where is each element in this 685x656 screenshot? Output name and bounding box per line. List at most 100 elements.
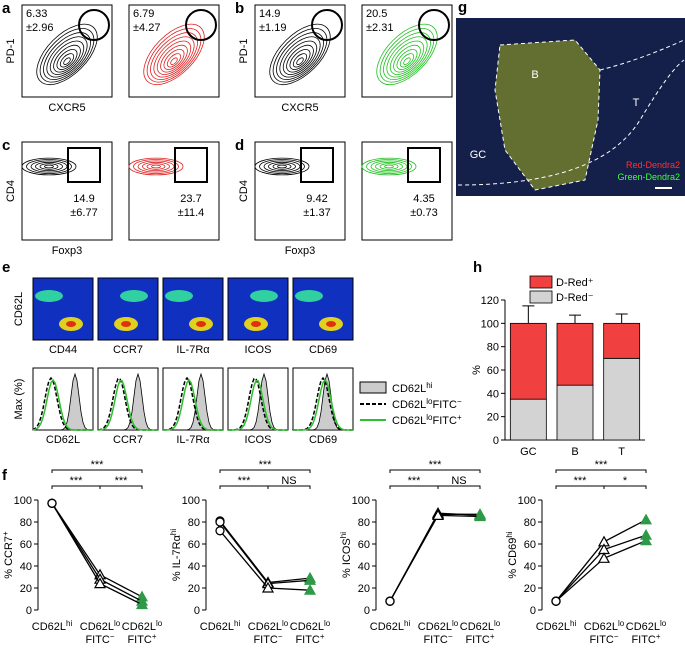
x-tick-label: T <box>618 446 625 458</box>
significance-label: *** <box>238 475 252 487</box>
contour <box>268 161 296 172</box>
y-tick-label: 0 <box>194 605 200 617</box>
text-part: % CCR7 <box>3 536 15 579</box>
density-blob <box>66 321 76 327</box>
contour <box>277 164 287 169</box>
y-tick-label: 40 <box>524 561 536 573</box>
density-plot <box>32 277 94 341</box>
region-label: T <box>633 97 640 109</box>
x-tick-label: FITC+ <box>295 632 324 646</box>
histogram <box>32 378 93 431</box>
text-part: + <box>457 413 462 422</box>
text-part: lo <box>114 619 121 628</box>
marker <box>47 498 57 508</box>
x-tick-label: FITC+ <box>127 632 156 646</box>
y-tick-label: 40 <box>188 561 200 573</box>
density-blob <box>120 290 148 302</box>
density-blob <box>295 290 323 302</box>
contour <box>49 40 85 75</box>
bracket <box>219 469 311 473</box>
contour <box>46 36 88 78</box>
gate-value: 20.5 <box>366 8 387 20</box>
region-label: GC <box>470 149 487 161</box>
text-part: hi <box>169 529 178 535</box>
error-bar <box>569 314 581 324</box>
y-tick-label: 80 <box>524 517 536 529</box>
text-part: lo <box>426 397 433 406</box>
contour <box>375 161 403 172</box>
text-part: % ICOS <box>341 538 353 578</box>
text-part: hi <box>426 381 432 390</box>
contour <box>272 28 328 83</box>
text-part: − <box>457 397 462 406</box>
text-part: − <box>448 632 453 641</box>
text-part: FITC <box>423 634 447 646</box>
density-blob <box>35 290 63 302</box>
text-part: FITC <box>85 634 109 646</box>
bar <box>556 322 594 386</box>
x-tick-label: CD62Llo <box>290 619 331 633</box>
marker <box>303 583 317 595</box>
text-part: lo <box>426 413 433 422</box>
marker <box>385 596 395 606</box>
y-tick-label: 60 <box>524 539 536 551</box>
bar <box>556 384 594 441</box>
legend-label: D-Red⁺ <box>556 277 594 289</box>
contour <box>53 44 81 73</box>
text-part: FITC <box>432 415 456 427</box>
y-axis-label: CD62L <box>13 292 25 326</box>
x-tick-label: CD62Llo <box>460 619 501 633</box>
histogram <box>293 378 354 431</box>
contour <box>59 53 75 68</box>
x-tick-label: FITC− <box>253 632 282 646</box>
contour <box>21 157 77 176</box>
gate-value: ±0.73 <box>410 207 437 219</box>
text-part: CD62L <box>290 621 324 633</box>
gate-value: ±6.77 <box>70 207 97 219</box>
text-part: % IL-7Rα <box>171 534 183 581</box>
y-tick-label: 120 <box>481 295 499 307</box>
contour <box>63 57 71 65</box>
contour <box>39 28 95 83</box>
x-axis-label: CD69 <box>309 344 337 356</box>
text-part: CD62L <box>370 621 404 633</box>
y-tick-label: 40 <box>487 388 499 400</box>
contour <box>361 157 417 176</box>
panel-letter: b <box>235 0 244 17</box>
histogram <box>292 376 354 431</box>
x-tick-label: FITC+ <box>631 632 660 646</box>
y-tick-label: 100 <box>14 495 32 507</box>
histogram <box>162 376 223 431</box>
contour <box>150 32 198 80</box>
y-axis-label: Max (%) <box>13 379 25 420</box>
text-part: lo <box>324 619 331 628</box>
histogram <box>162 378 223 431</box>
text-part: FITC <box>127 634 151 646</box>
gate-value: ±1.19 <box>259 22 286 34</box>
bracket <box>555 469 647 473</box>
text-part: + <box>656 632 661 641</box>
bracket <box>51 469 143 473</box>
significance-label: *** <box>259 459 273 471</box>
text-part: lo <box>282 619 289 628</box>
density-blob <box>250 290 278 302</box>
y-tick-label: 40 <box>20 561 32 573</box>
bar <box>509 322 547 400</box>
histogram <box>98 372 159 431</box>
x-axis-label: IL-7Rα <box>176 434 210 446</box>
histogram <box>227 379 288 431</box>
y-tick-label: 100 <box>182 495 200 507</box>
x-tick-label: CD62Llo <box>122 619 163 633</box>
line <box>389 513 480 602</box>
bar <box>509 398 547 441</box>
y-axis-label: % CD69hi <box>505 531 519 578</box>
legend-label: Green-Dendra2 <box>617 172 680 182</box>
contour <box>403 57 411 65</box>
text-part: + <box>152 632 157 641</box>
density-blob <box>326 321 336 327</box>
y-tick-label: 20 <box>524 583 536 595</box>
text-part: + <box>320 632 325 641</box>
panel-letter: h <box>473 259 482 276</box>
x-axis-label: CCR7 <box>113 344 143 356</box>
text-part: CD62L <box>248 621 282 633</box>
